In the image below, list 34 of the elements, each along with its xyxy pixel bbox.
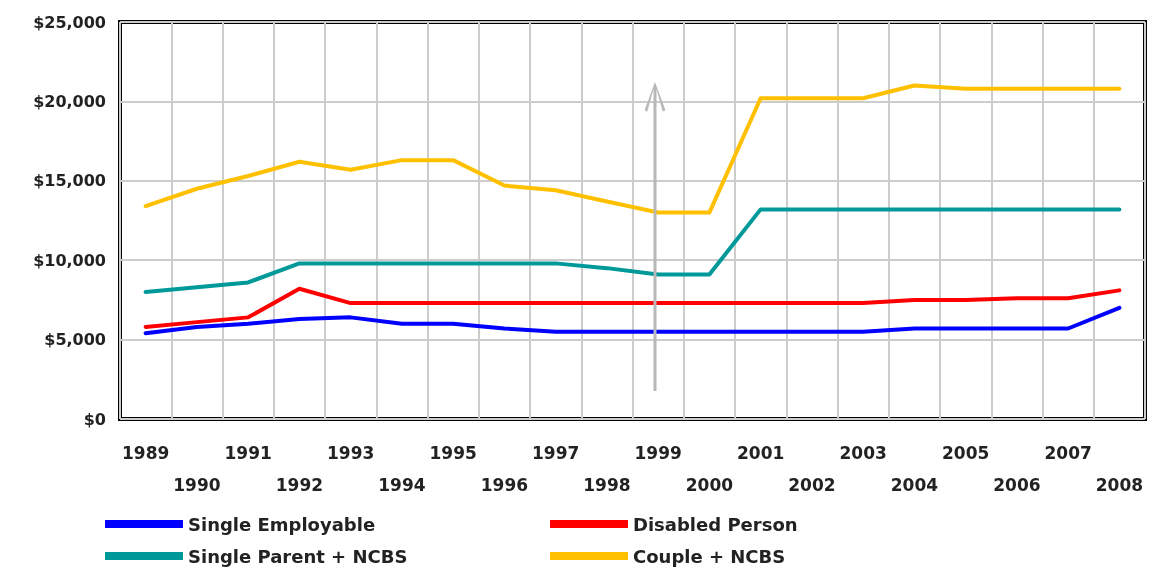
x-tick-label: 1994 [378, 475, 426, 495]
x-tick-label: 2005 [941, 443, 990, 463]
x-tick-label: 2000 [685, 475, 734, 495]
x-tick-label: 2007 [1044, 443, 1092, 463]
legend-label: Single Employable [188, 513, 376, 535]
x-tick-label: 1998 [583, 475, 631, 495]
x-tick-label: 2008 [1095, 475, 1144, 495]
y-tick-label: $25,000 [33, 12, 106, 32]
x-tick-label: 2001 [736, 443, 785, 463]
x-tick-label: 2006 [993, 475, 1041, 495]
legend-label: Couple + NCBS [633, 545, 786, 567]
x-tick-label: 2003 [839, 443, 887, 463]
x-tick-label: 1992 [275, 475, 324, 495]
y-tick-label: $10,000 [33, 250, 106, 270]
line-series [143, 83, 1122, 215]
x-tick-label: 1995 [429, 443, 477, 463]
x-tick-label: 1996 [480, 475, 529, 495]
x-tick-label: 2004 [890, 475, 939, 495]
x-tick-label: 1991 [224, 443, 272, 463]
y-tick-label: $0 [83, 409, 106, 429]
x-tick-label: 1997 [531, 443, 580, 463]
x-tick-label: 1989 [121, 443, 170, 463]
line-series [143, 305, 1122, 336]
x-tick-label: 1993 [326, 443, 375, 463]
x-tick-label: 2002 [788, 475, 836, 495]
y-tick-label: $5,000 [44, 330, 106, 350]
line-series [143, 207, 1122, 294]
y-tick-label: $20,000 [33, 91, 106, 111]
line-series [143, 286, 1122, 329]
x-tick-label: 1990 [173, 475, 221, 495]
legend-label: Disabled Person [633, 513, 798, 535]
y-tick-label: $15,000 [33, 171, 106, 191]
x-tick-label: 1999 [634, 443, 682, 463]
legend-label: Single Parent + NCBS [188, 545, 408, 567]
